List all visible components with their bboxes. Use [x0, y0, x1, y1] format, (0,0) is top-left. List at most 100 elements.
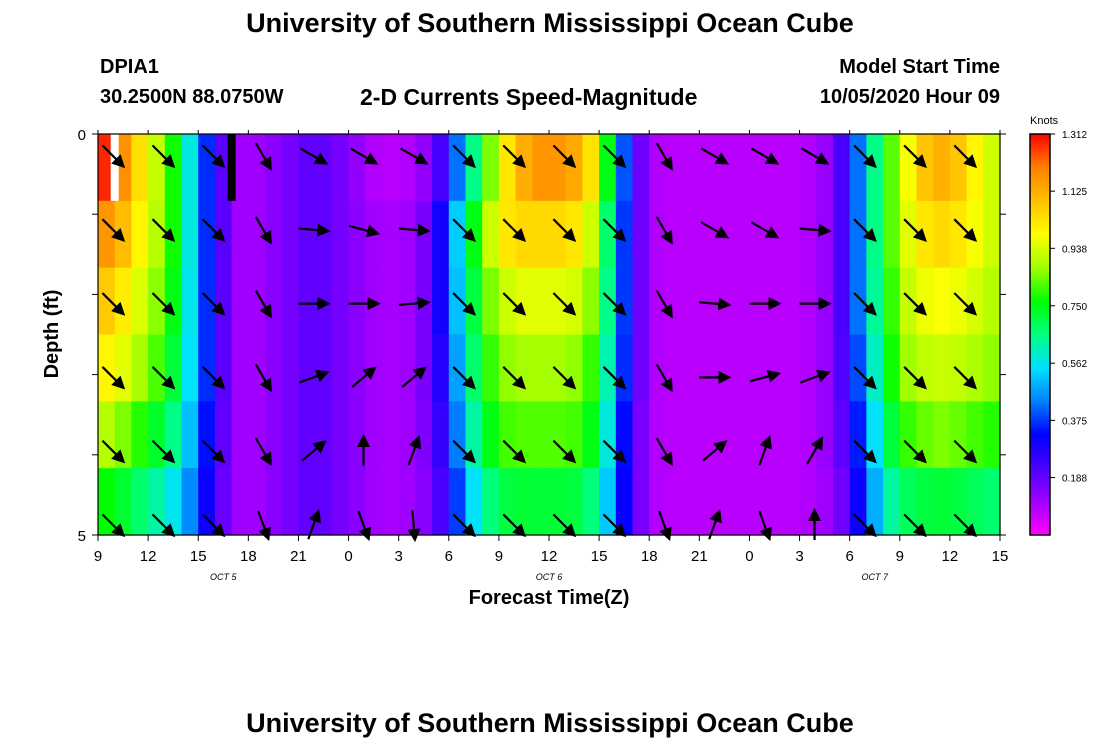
current-vector	[452, 218, 476, 242]
heatmap-cell	[732, 134, 751, 202]
x-tick-label: 18	[641, 548, 658, 565]
current-vector	[502, 439, 527, 464]
current-vector	[101, 366, 126, 390]
heatmap-cell	[632, 334, 650, 402]
heatmap-cell	[565, 401, 584, 469]
current-vector	[151, 366, 176, 390]
heatmap-cell	[549, 468, 567, 536]
heatmap-cell	[381, 334, 400, 402]
heatmap-cell	[883, 267, 901, 336]
current-vector	[348, 224, 381, 238]
heatmap-cell	[198, 334, 216, 402]
heatmap-cell	[248, 401, 266, 469]
heatmap-cell	[799, 401, 817, 469]
heatmap-cell	[582, 200, 600, 269]
heatmap-cell	[181, 267, 199, 336]
current-vector	[552, 366, 577, 390]
heatmap-cell	[448, 267, 467, 336]
current-vector	[298, 369, 330, 384]
heatmap-cell	[532, 334, 550, 402]
heatmap-cell	[465, 267, 483, 336]
y-tick-label: 5	[78, 528, 86, 545]
heatmap-cell	[632, 200, 650, 269]
heatmap-cell	[599, 267, 617, 336]
heatmap-cell	[148, 200, 166, 269]
heatmap-cell	[983, 334, 1001, 402]
current-vector	[853, 439, 877, 464]
heatmap-cell	[849, 134, 867, 202]
heatmap-cell	[131, 468, 149, 536]
heatmap-cell	[515, 468, 533, 536]
current-vector	[903, 439, 927, 464]
heatmap-cell	[665, 468, 684, 536]
heatmap-cell	[665, 267, 684, 336]
heatmap-cell	[465, 334, 483, 402]
heatmap-cell	[732, 468, 751, 536]
heatmap-cell	[849, 267, 867, 336]
heatmap-cell	[448, 134, 467, 202]
heatmap-cell	[782, 134, 801, 202]
heatmap-cell	[866, 334, 884, 402]
x-tick-label: 21	[691, 548, 708, 565]
x-tick-label: 9	[495, 548, 503, 565]
current-vector	[254, 437, 272, 467]
current-vector	[800, 369, 831, 384]
heatmap-cell	[331, 267, 350, 336]
heatmap-cell	[682, 468, 700, 536]
current-vector	[298, 223, 331, 237]
current-vector	[552, 292, 577, 316]
heatmap-cell	[849, 200, 867, 269]
heatmap-cell	[214, 401, 233, 469]
heatmap-cell	[565, 334, 584, 402]
current-vector	[853, 218, 877, 242]
heatmap-cell	[549, 401, 567, 469]
heatmap-cell	[732, 334, 751, 402]
heatmap-cell	[398, 134, 416, 202]
heatmap-cell	[181, 200, 199, 269]
current-vector	[602, 144, 627, 169]
heatmap-cell	[465, 401, 483, 469]
heatmap-cell	[549, 134, 567, 202]
heatmap-cell	[649, 401, 667, 469]
heatmap-cell	[498, 334, 517, 402]
current-vector	[201, 439, 226, 464]
heatmap-cell	[181, 334, 199, 402]
heatmap-cell	[315, 468, 333, 536]
heatmap-cell	[265, 267, 283, 336]
heatmap-cell	[949, 267, 968, 336]
heatmap-cell	[782, 334, 801, 402]
heatmap-cell	[515, 401, 533, 469]
heatmap-cell	[331, 200, 350, 269]
heatmap-cell	[866, 468, 884, 536]
current-vector	[257, 510, 271, 542]
current-vector	[853, 513, 877, 538]
heatmap-cell	[782, 267, 801, 336]
current-vector	[201, 144, 226, 169]
heatmap-cell	[866, 267, 884, 336]
heatmap-cell	[265, 468, 283, 536]
heatmap-cell	[933, 267, 951, 336]
heatmap-cell	[381, 267, 400, 336]
current-vector	[452, 144, 476, 169]
heatmap-cell	[699, 134, 717, 202]
heatmap-cell	[482, 334, 500, 402]
heatmap-cell	[832, 267, 851, 336]
current-vector	[201, 366, 226, 390]
heatmap-cell	[231, 401, 249, 469]
heatmap-cell	[298, 267, 316, 336]
x-tick-label: 15	[992, 548, 1009, 565]
heatmap-cell	[298, 334, 316, 402]
current-vector	[201, 218, 226, 242]
heatmap-cell	[298, 401, 316, 469]
heatmap-cell	[916, 334, 934, 402]
heatmap-cell	[482, 401, 500, 469]
heatmap-cell	[766, 134, 784, 202]
heatmap-cell	[799, 200, 817, 269]
heatmap-cell	[933, 134, 951, 202]
heatmap-cell	[749, 134, 767, 202]
current-vector	[151, 513, 176, 538]
heatmap-cell	[916, 134, 934, 202]
heatmap-cell	[749, 334, 767, 402]
heatmap-cell	[682, 401, 700, 469]
